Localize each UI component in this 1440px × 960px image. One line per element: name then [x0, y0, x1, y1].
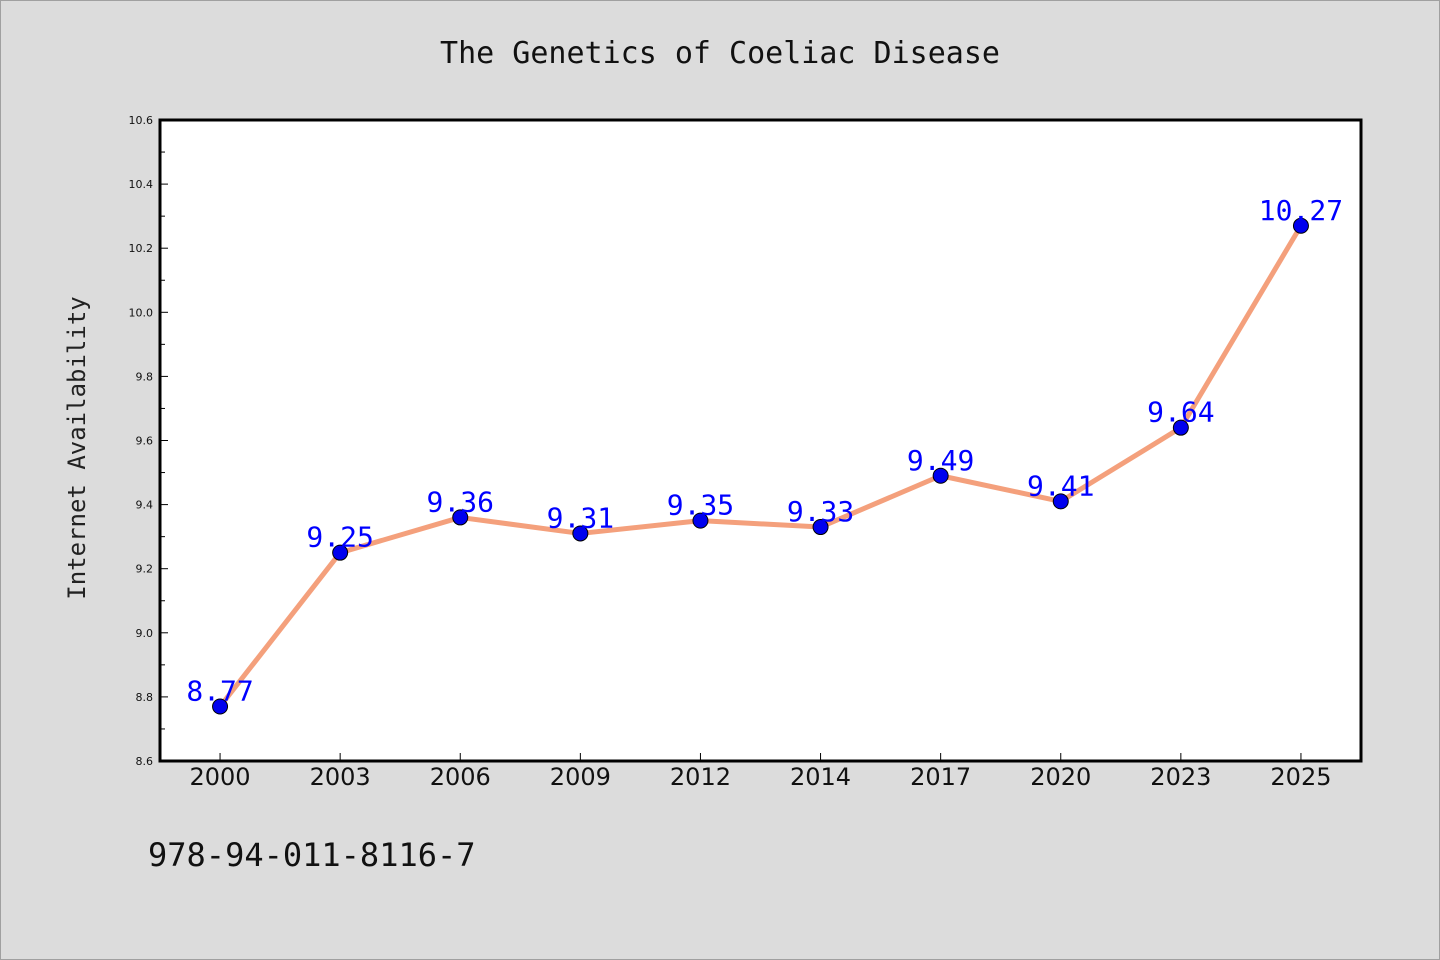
y-tick-label: 8.6 — [136, 755, 154, 768]
data-point — [332, 544, 349, 561]
y-tick-label: 10.0 — [129, 306, 154, 319]
series-line — [217, 223, 1304, 710]
y-tick-label: 9.4 — [136, 499, 154, 512]
x-tick-label: 2023 — [1150, 763, 1211, 791]
y-axis-label: Internet Availability — [63, 296, 91, 599]
y-axis-ticks: 8.6 8.8 9.0 9.2 9.4 9.6 9.8 10.0 10.2 10.4 10.6 — [129, 114, 168, 768]
data-label: 9.31 — [547, 501, 614, 534]
y-tick-label: 10.6 — [129, 114, 154, 127]
data-point — [1292, 217, 1309, 234]
x-tick-label: 2020 — [1030, 763, 1091, 791]
x-tick-label: 2009 — [550, 763, 611, 791]
x-tick-label: 2017 — [910, 763, 971, 791]
data-label: 9.64 — [1147, 396, 1214, 429]
x-tick-label: 2000 — [190, 763, 251, 791]
data-label: 8.77 — [186, 675, 253, 708]
data-point — [932, 467, 949, 484]
x-axis-ticks: 2000 2003 2006 2009 2012 2014 2017 2020 2023 2025 — [190, 753, 1331, 791]
plot-area — [158, 118, 1363, 763]
data-label: 10.27 — [1259, 194, 1343, 227]
data-point — [812, 519, 829, 536]
data-point — [692, 512, 709, 529]
x-tick-label: 2025 — [1270, 763, 1331, 791]
data-label: 9.25 — [306, 521, 373, 554]
data-label: 9.49 — [907, 444, 974, 477]
data-point — [572, 525, 589, 542]
data-point — [212, 698, 229, 715]
data-label: 9.33 — [787, 495, 854, 528]
y-tick-label: 10.2 — [129, 242, 154, 255]
data-point — [1172, 419, 1189, 436]
y-tick-label: 10.4 — [129, 178, 154, 191]
data-label: 9.36 — [427, 485, 494, 518]
x-tick-label: 2012 — [670, 763, 731, 791]
x-tick-label: 2006 — [430, 763, 491, 791]
y-tick-label: 9.2 — [136, 563, 154, 576]
chart-title: The Genetics of Coeliac Disease — [440, 36, 1000, 71]
y-tick-label: 9.8 — [136, 370, 154, 383]
y-tick-label: 9.0 — [136, 627, 154, 640]
data-label: 9.35 — [667, 489, 734, 522]
series-group: 8.77 9.25 9.36 9.31 9.35 9.33 9.49 9.41 9.64 10.2… — [186, 194, 1343, 715]
data-label: 9.41 — [1027, 469, 1094, 502]
isbn-text: 978-94-011-8116-7 — [148, 836, 476, 874]
x-tick-label: 2003 — [310, 763, 371, 791]
x-tick-label: 2014 — [790, 763, 851, 791]
y-tick-label: 8.8 — [136, 691, 154, 704]
y-tick-label: 9.6 — [136, 435, 154, 448]
data-point — [1052, 493, 1069, 510]
data-point — [452, 509, 469, 526]
